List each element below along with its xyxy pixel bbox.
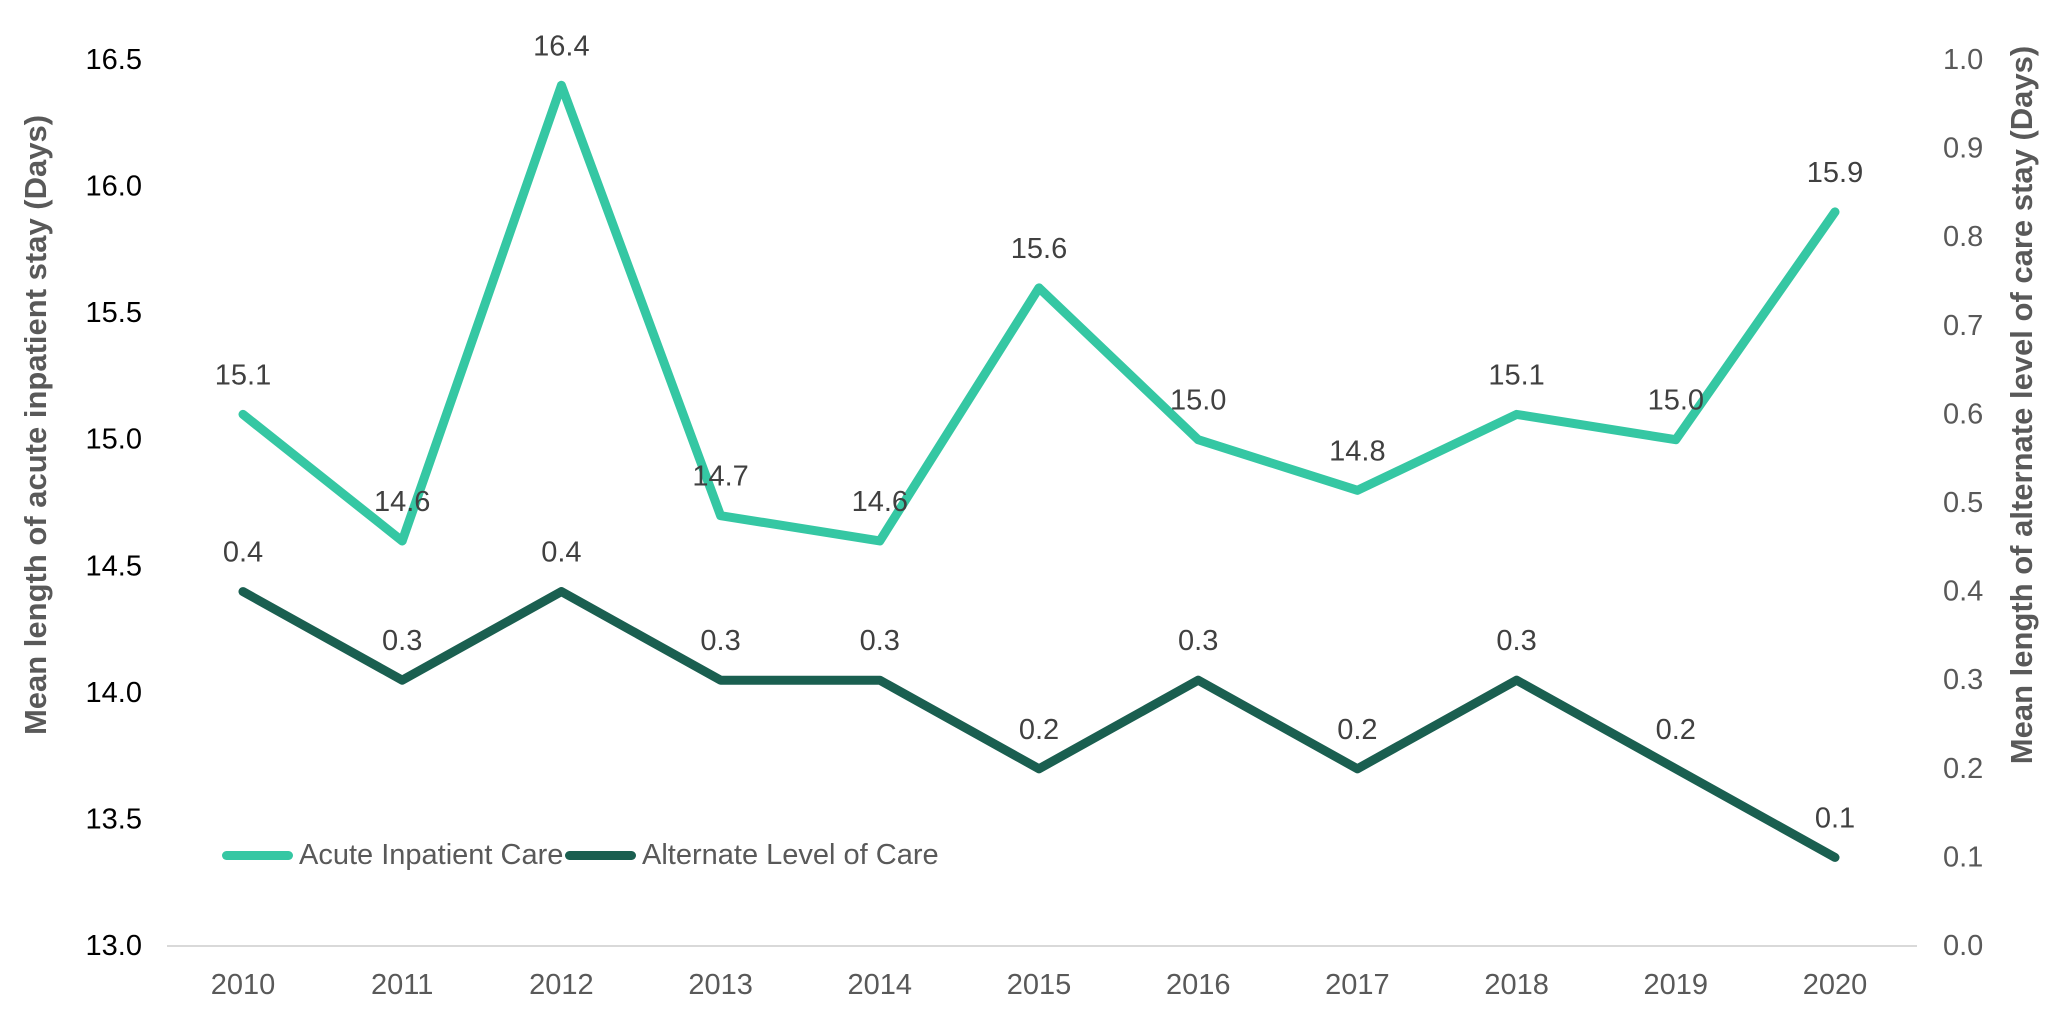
right-axis-tick-label: 0.0 <box>1943 930 1983 962</box>
data-label: 15.1 <box>215 359 271 391</box>
right-axis-tick-label: 0.8 <box>1943 221 1983 253</box>
left-axis-tick-label: 13.0 <box>86 930 142 962</box>
legend-swatch-alc-line <box>565 850 636 860</box>
data-label: 0.2 <box>1019 714 1059 746</box>
left-axis-tick-label: 14.0 <box>86 677 142 709</box>
right-axis-tick-label: 0.1 <box>1943 841 1983 873</box>
data-label: 14.7 <box>692 461 748 493</box>
left-axis-tick-label: 14.5 <box>86 550 142 582</box>
left-axis-title: Mean length of acute inpatient stay (Day… <box>18 114 53 736</box>
x-axis-tick-label: 2018 <box>1484 969 1549 1001</box>
data-label: 0.3 <box>1496 625 1536 657</box>
x-axis-tick-label: 2019 <box>1644 969 1709 1001</box>
right-axis-tick-label: 0.4 <box>1943 576 1983 608</box>
x-axis-tick-label: 2015 <box>1007 969 1072 1001</box>
x-axis-tick-label: 2010 <box>211 969 276 1001</box>
data-label: 15.6 <box>1011 233 1067 265</box>
right-axis-tick-label: 0.5 <box>1943 487 1983 519</box>
left-axis-tick-label: 15.0 <box>86 424 142 456</box>
x-axis-tick-label: 2014 <box>848 969 913 1001</box>
x-axis-tick-label: 2017 <box>1325 969 1390 1001</box>
data-label: 0.3 <box>382 625 422 657</box>
x-axis-tick-label: 2012 <box>529 969 594 1001</box>
data-label: 15.9 <box>1807 157 1863 189</box>
legend-label-alc: Alternate Level of Care <box>642 838 939 871</box>
data-label: 0.3 <box>700 625 740 657</box>
data-label: 14.6 <box>852 486 908 518</box>
series-line-alternate-level-of-care <box>238 587 1840 862</box>
right-axis-tick-label: 0.7 <box>1943 310 1983 342</box>
left-axis-tick-label: 13.5 <box>86 803 142 835</box>
series-line-acute-inpatient-care <box>238 80 1840 546</box>
data-label: 14.6 <box>374 486 430 518</box>
legend-label-acute: Acute Inpatient Care <box>299 838 564 871</box>
x-axis-tick-label: 2016 <box>1166 969 1231 1001</box>
data-label: 0.4 <box>223 537 263 569</box>
data-label: 15.1 <box>1488 359 1544 391</box>
left-axis-tick-label: 16.5 <box>86 44 142 76</box>
x-axis-tick-label: 2011 <box>371 969 433 1001</box>
data-label: 0.4 <box>541 537 581 569</box>
data-label: 0.2 <box>1337 714 1377 746</box>
x-axis-tick-label: 2013 <box>688 969 753 1001</box>
data-label: 15.0 <box>1648 385 1704 417</box>
right-axis-tick-label: 1.0 <box>1943 44 1983 76</box>
data-label: 15.0 <box>1170 385 1226 417</box>
data-label: 0.1 <box>1815 802 1855 834</box>
left-axis-tick-label: 15.5 <box>86 297 142 329</box>
right-axis-tick-label: 0.9 <box>1943 133 1983 165</box>
right-axis-tick-label: 0.3 <box>1943 664 1983 696</box>
left-axis-tick-label: 16.0 <box>86 171 142 203</box>
x-axis-tick-label: 2020 <box>1803 969 1868 1001</box>
data-label: 16.4 <box>533 30 589 62</box>
legend-item-acute-inpatient-care: Acute Inpatient Care <box>222 838 563 872</box>
data-label: 0.3 <box>1178 625 1218 657</box>
data-label: 0.3 <box>860 625 900 657</box>
data-label: 14.8 <box>1329 435 1385 467</box>
data-label: 0.2 <box>1656 714 1696 746</box>
legend-item-alternate-level-of-care: Alternate Level of Care <box>565 838 939 872</box>
legend-swatch-acute-line <box>222 850 293 860</box>
right-axis-tick-label: 0.2 <box>1943 753 1983 785</box>
right-axis-title: Mean length of alternate level of care s… <box>2004 45 2039 765</box>
right-axis-tick-label: 0.6 <box>1943 398 1983 430</box>
